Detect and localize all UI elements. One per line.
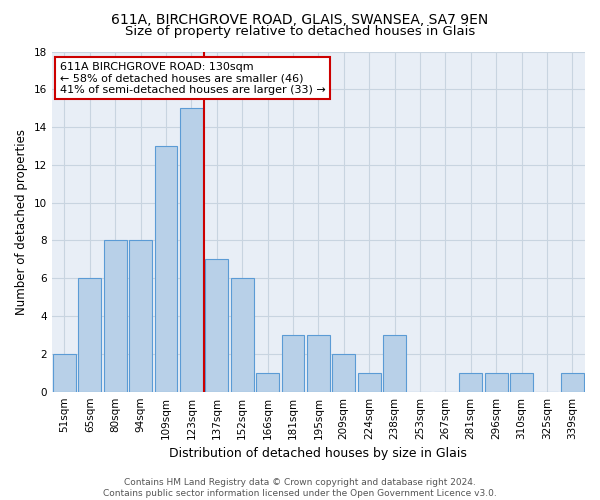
Bar	[332, 354, 355, 392]
Bar	[129, 240, 152, 392]
Text: Contains HM Land Registry data © Crown copyright and database right 2024.
Contai: Contains HM Land Registry data © Crown c…	[103, 478, 497, 498]
Bar	[155, 146, 178, 392]
Bar	[510, 373, 533, 392]
Bar	[358, 373, 380, 392]
Text: Size of property relative to detached houses in Glais: Size of property relative to detached ho…	[125, 25, 475, 38]
Bar	[180, 108, 203, 392]
Bar	[307, 335, 330, 392]
Bar	[79, 278, 101, 392]
Y-axis label: Number of detached properties: Number of detached properties	[15, 128, 28, 314]
X-axis label: Distribution of detached houses by size in Glais: Distribution of detached houses by size …	[169, 447, 467, 460]
Bar	[104, 240, 127, 392]
Bar	[383, 335, 406, 392]
Bar	[485, 373, 508, 392]
Text: 611A, BIRCHGROVE ROAD, GLAIS, SWANSEA, SA7 9EN: 611A, BIRCHGROVE ROAD, GLAIS, SWANSEA, S…	[112, 12, 488, 26]
Bar	[281, 335, 304, 392]
Bar	[205, 260, 228, 392]
Bar	[231, 278, 254, 392]
Bar	[256, 373, 279, 392]
Bar	[459, 373, 482, 392]
Bar	[561, 373, 584, 392]
Bar	[53, 354, 76, 392]
Text: 611A BIRCHGROVE ROAD: 130sqm
← 58% of detached houses are smaller (46)
41% of se: 611A BIRCHGROVE ROAD: 130sqm ← 58% of de…	[59, 62, 325, 95]
